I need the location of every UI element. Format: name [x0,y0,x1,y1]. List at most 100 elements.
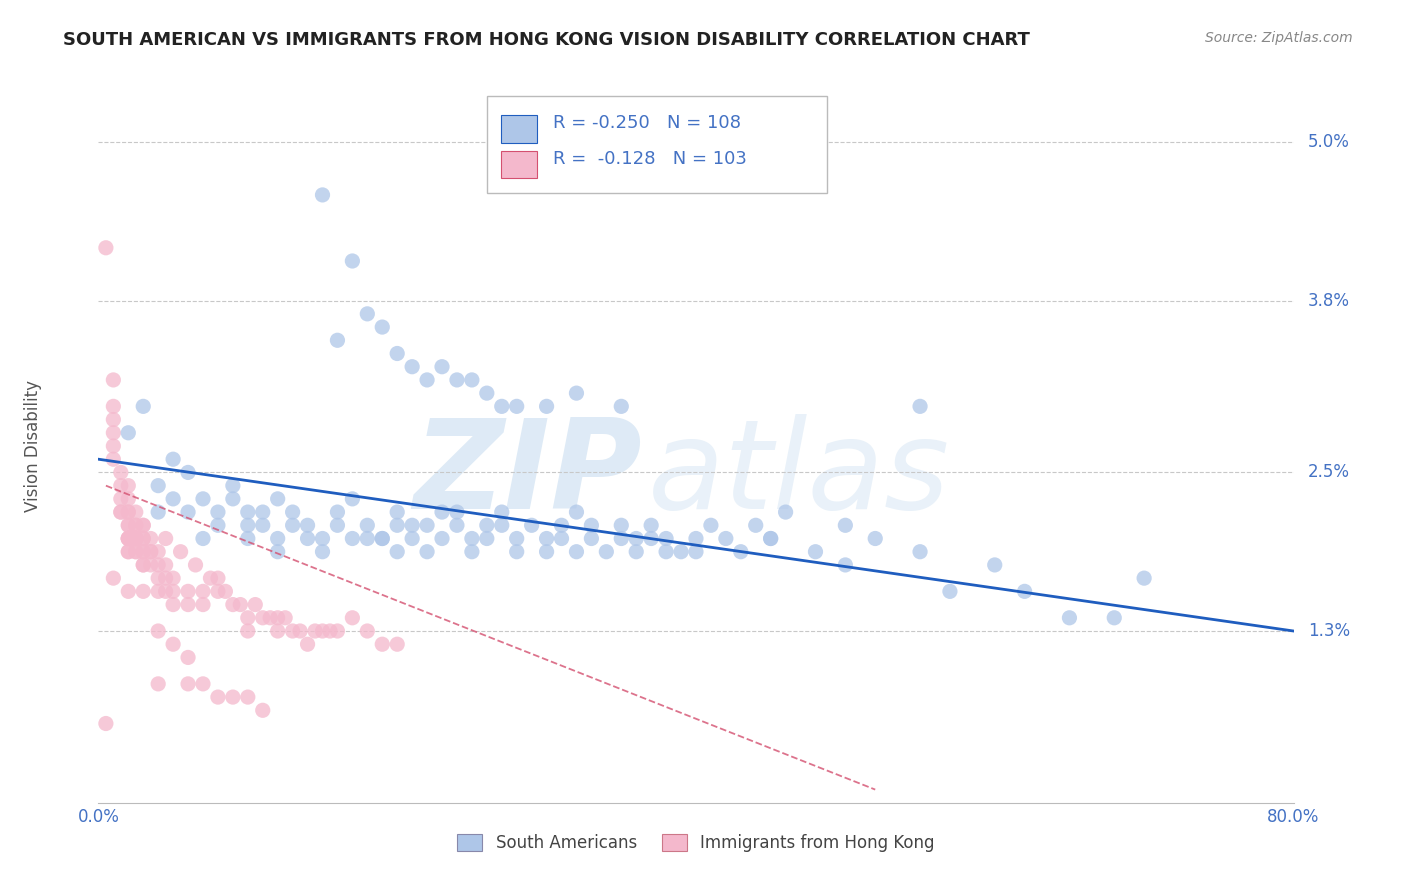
Point [475,386,498,401]
Point [446,373,468,387]
Point [311,532,333,546]
Point [148,571,170,585]
Point [132,545,155,559]
Point [117,505,139,519]
Bar [501,115,537,143]
Point [117,545,139,559]
Point [461,373,484,387]
Point [148,677,170,691]
Point [550,532,572,546]
Point [491,400,513,414]
Point [169,545,191,559]
Point [430,505,453,519]
Point [252,505,274,519]
Point [155,584,177,599]
Point [236,518,259,533]
Point [506,545,529,559]
Point [371,532,394,546]
Point [148,505,170,519]
Point [685,545,707,559]
Point [259,611,281,625]
Point [281,505,304,519]
Point [446,518,468,533]
Point [103,412,125,426]
Point [759,532,782,546]
Point [252,611,274,625]
Text: 5.0%: 5.0% [1308,133,1350,151]
Point [297,518,319,533]
Point [908,400,931,414]
Point [103,373,125,387]
Point [162,598,184,612]
Legend: South Americans, Immigrants from Hong Kong: South Americans, Immigrants from Hong Ko… [450,827,942,859]
Point [132,532,155,546]
Point [155,532,177,546]
Point [536,400,558,414]
Point [139,558,162,572]
Point [326,624,349,638]
Point [103,400,125,414]
Point [222,478,245,492]
FancyBboxPatch shape [486,96,827,193]
Point [125,545,148,559]
Point [207,505,229,519]
Point [191,677,214,691]
Point [311,545,333,559]
Point [655,532,678,546]
Point [177,505,200,519]
Point [200,571,222,585]
Point [297,532,319,546]
Text: SOUTH AMERICAN VS IMMIGRANTS FROM HONG KONG VISION DISABILITY CORRELATION CHART: SOUTH AMERICAN VS IMMIGRANTS FROM HONG K… [63,31,1031,49]
Point [311,188,333,202]
Point [536,545,558,559]
Point [550,518,572,533]
Point [416,545,439,559]
Point [506,532,529,546]
Point [229,598,252,612]
Point [714,532,737,546]
Point [148,584,170,599]
Point [177,598,200,612]
Point [371,532,394,546]
Text: 2.5%: 2.5% [1308,464,1350,482]
Point [222,690,245,704]
Point [640,518,662,533]
Point [385,505,409,519]
Point [132,518,155,533]
Point [103,571,125,585]
Point [125,532,148,546]
Point [110,505,132,519]
Point [236,624,259,638]
Point [1104,611,1126,625]
Text: R =  -0.128   N = 103: R = -0.128 N = 103 [553,150,747,168]
Point [759,532,782,546]
Point [536,532,558,546]
Point [326,505,349,519]
Point [103,425,125,440]
Point [177,650,200,665]
Point [775,505,797,519]
Point [155,571,177,585]
Point [356,532,378,546]
Point [236,690,259,704]
Point [162,584,184,599]
Point [595,545,617,559]
Point [132,558,155,572]
Point [125,545,148,559]
Point [132,400,155,414]
Point [148,545,170,559]
Point [281,518,304,533]
Text: R = -0.250   N = 108: R = -0.250 N = 108 [553,114,741,132]
Point [236,611,259,625]
Point [610,532,633,546]
Point [416,373,439,387]
Point [401,359,423,374]
Point [236,505,259,519]
Point [700,518,723,533]
Bar [501,151,537,178]
Point [132,532,155,546]
Point [117,518,139,533]
Point [110,478,132,492]
Point [117,532,139,546]
Point [506,400,529,414]
